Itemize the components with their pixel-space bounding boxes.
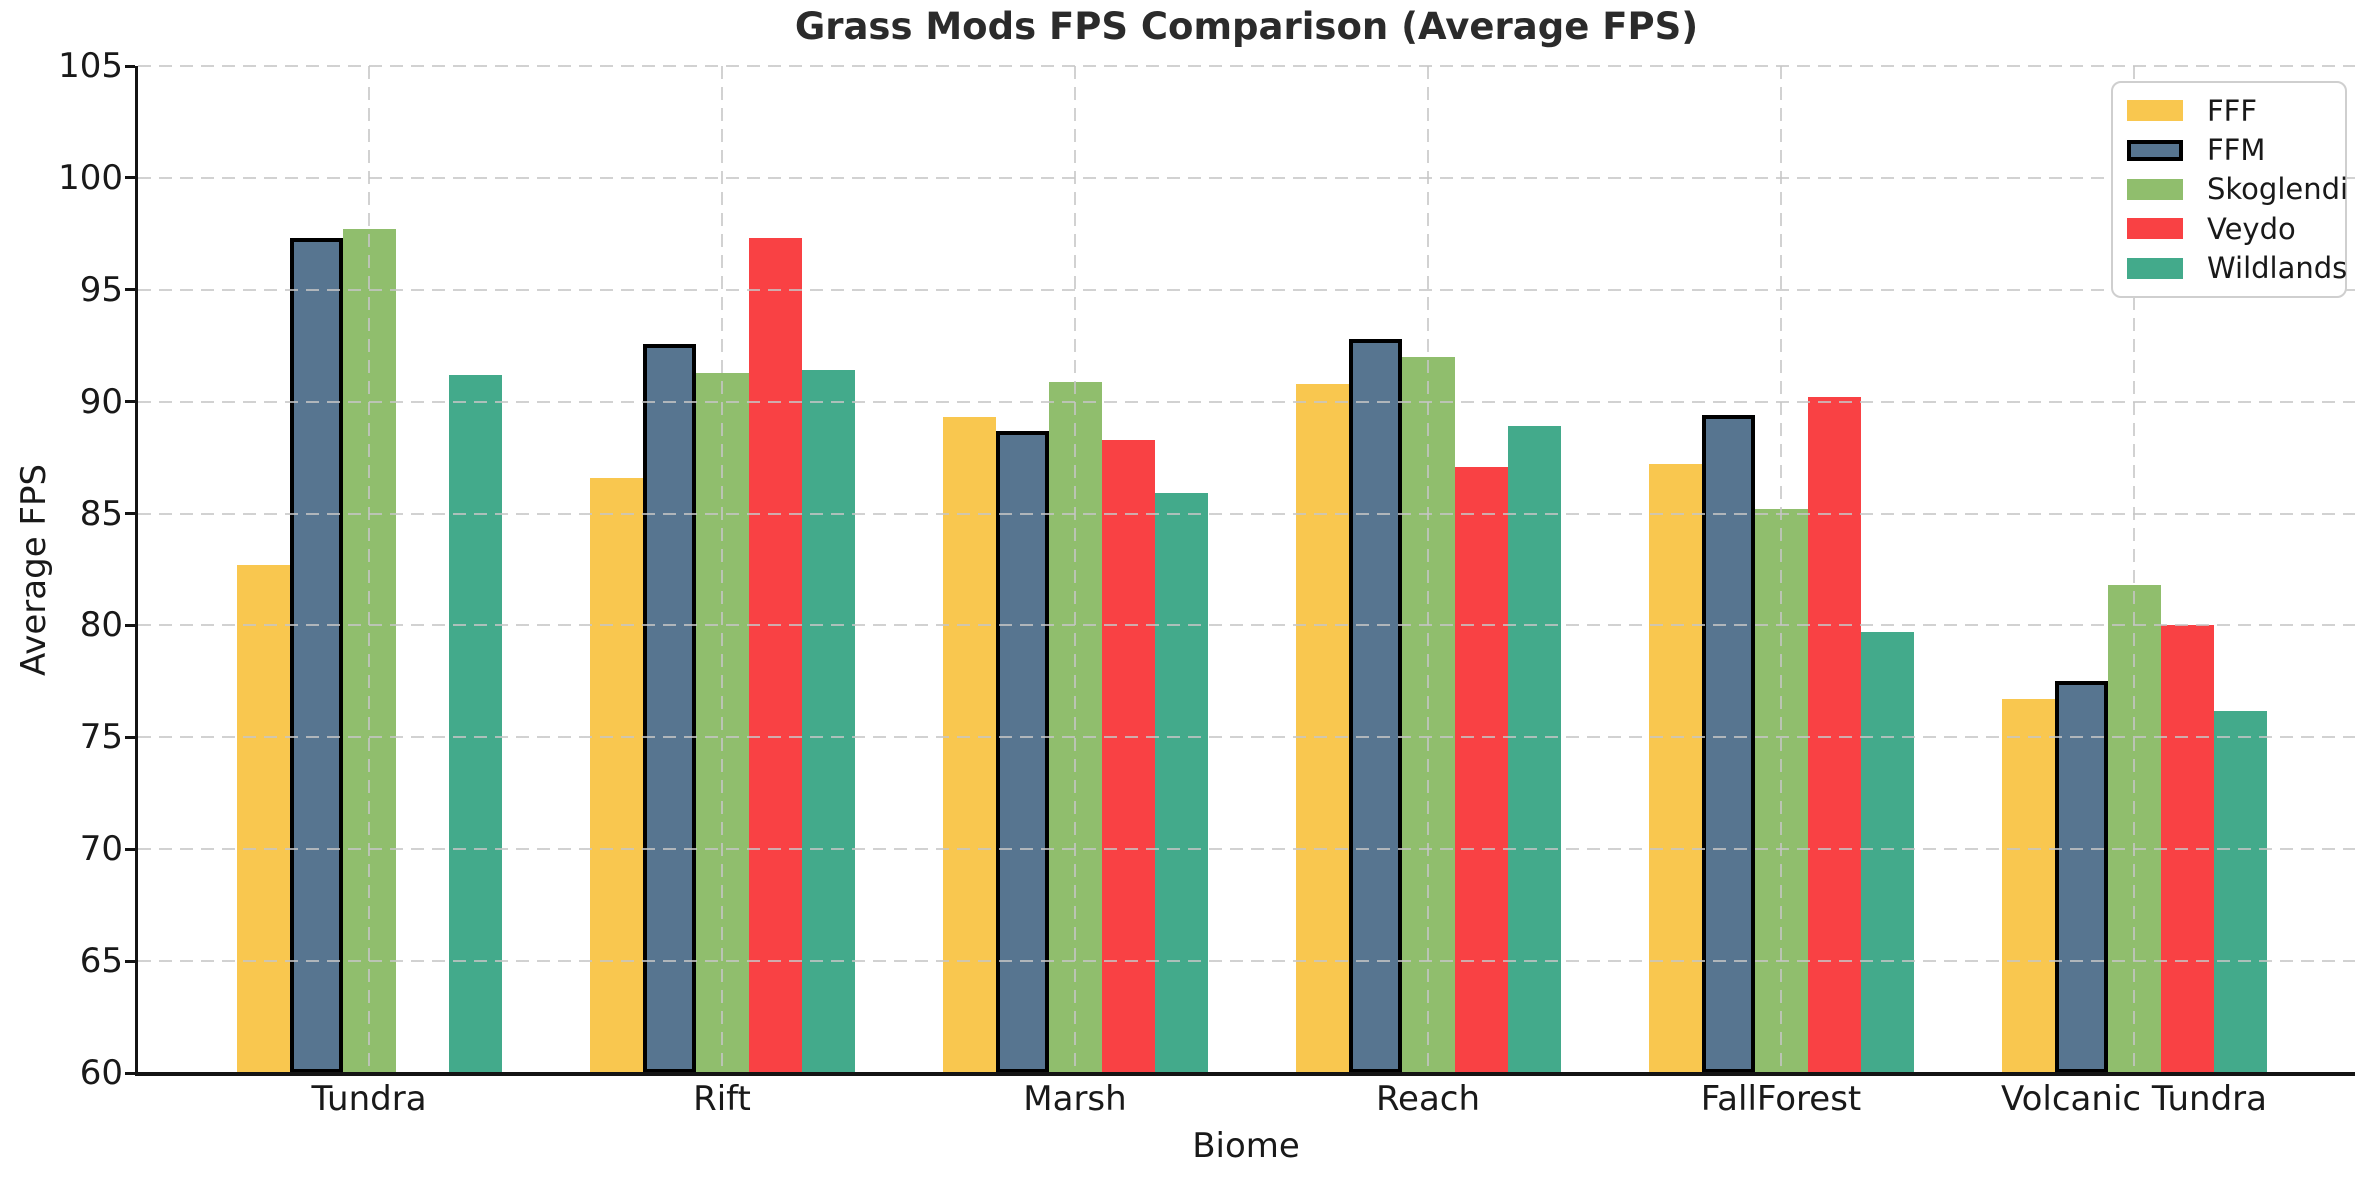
- bar-FallForest-FFM: [1701, 415, 1755, 1073]
- legend-item-Wildlands: Wildlands: [2127, 252, 2347, 284]
- legend-swatch-Skoglendi: [2127, 178, 2183, 200]
- gridline-h-80: [138, 624, 2355, 627]
- gridline-v-Volcanic-Tundra: [2133, 66, 2135, 1073]
- legend-swatch-Wildlands: [2127, 257, 2183, 279]
- legend-item-FFM: FFM: [2127, 134, 2331, 166]
- gridline-h-95: [138, 288, 2355, 291]
- chart-title: Grass Mods FPS Comparison (Average FPS): [794, 5, 1699, 48]
- gridline-h-75: [138, 736, 2355, 739]
- legend-swatch-FFF: [2127, 100, 2183, 122]
- gridline-h-85: [138, 512, 2355, 515]
- bar-Volcanic-Tundra-FFF: [2001, 699, 2055, 1073]
- y-tick-label-85: 85: [79, 493, 123, 534]
- y-tick-mark-70: [125, 847, 135, 851]
- bar-Reach-FFF: [1295, 383, 1349, 1073]
- y-tick-label-90: 90: [79, 381, 123, 422]
- y-axis-title: Average FPS: [14, 463, 54, 676]
- legend-item-Veydo: Veydo: [2127, 213, 2331, 245]
- bar-Tundra-FFF: [236, 565, 290, 1073]
- legend-label-FFM: FFM: [2207, 133, 2266, 168]
- x-tick-label-Rift: Rift: [693, 1079, 751, 1119]
- gridline-h-70: [138, 848, 2355, 851]
- bar-FallForest-Veydo: [1807, 397, 1861, 1073]
- bar-Volcanic-Tundra-FFM: [2054, 681, 2108, 1073]
- y-tick-label-95: 95: [79, 269, 123, 310]
- y-tick-label-65: 65: [79, 941, 123, 982]
- plot-area: FFF FFM Skoglendi Veydo Wildlands: [135, 65, 2355, 1076]
- legend-item-Skoglendi: Skoglendi: [2127, 173, 2348, 205]
- x-axis-spine: [135, 1072, 2355, 1076]
- gridline-v-Marsh: [1074, 66, 1076, 1073]
- bar-Marsh-Veydo: [1101, 439, 1155, 1073]
- y-tick-label-80: 80: [79, 605, 123, 646]
- y-tick-mark-105: [125, 64, 135, 68]
- gridline-v-Reach: [1427, 66, 1429, 1073]
- y-tick-mark-75: [125, 735, 135, 739]
- y-tick-label-100: 100: [58, 157, 123, 198]
- gridline-h-90: [138, 400, 2355, 403]
- gridline-v-Tundra: [368, 66, 370, 1073]
- y-tick-label-75: 75: [79, 717, 123, 758]
- x-tick-label-Tundra: Tundra: [311, 1079, 427, 1119]
- bar-Rift-FFF: [589, 477, 643, 1073]
- legend-swatch-Veydo: [2127, 218, 2183, 240]
- legend-item-FFF: FFF: [2127, 95, 2331, 127]
- y-tick-label-70: 70: [79, 829, 123, 870]
- bar-Rift-Veydo: [748, 238, 802, 1073]
- legend: FFF FFM Skoglendi Veydo Wildlands: [2111, 81, 2348, 298]
- y-tick-label-105: 105: [58, 46, 123, 86]
- y-axis-spine: [135, 66, 138, 1076]
- y-tick-mark-95: [125, 288, 135, 292]
- legend-label-Wildlands: Wildlands: [2207, 251, 2348, 286]
- bar-Reach-Wildlands: [1507, 426, 1561, 1073]
- y-tick-mark-60: [125, 1071, 135, 1075]
- legend-label-Veydo: Veydo: [2207, 211, 2296, 246]
- y-tick-mark-65: [125, 959, 135, 963]
- bar-Tundra-Wildlands: [448, 374, 502, 1073]
- bar-FallForest-Wildlands: [1860, 632, 1914, 1073]
- y-tick-mark-80: [125, 623, 135, 627]
- legend-swatch-FFM: [2127, 139, 2183, 161]
- bar-Rift-Wildlands: [801, 370, 855, 1073]
- gridline-v-FallForest: [1780, 66, 1782, 1073]
- bar-Marsh-FFM: [995, 430, 1049, 1073]
- x-tick-label-FallForest: FallForest: [1700, 1079, 1862, 1119]
- bar-Marsh-FFF: [942, 417, 996, 1073]
- x-tick-label-Marsh: Marsh: [1023, 1079, 1127, 1119]
- x-tick-label-Reach: Reach: [1375, 1079, 1481, 1119]
- bar-Marsh-Wildlands: [1154, 493, 1208, 1073]
- bar-Reach-FFM: [1348, 339, 1402, 1073]
- bar-Volcanic-Tundra-Wildlands: [2213, 710, 2267, 1073]
- bar-Reach-Veydo: [1454, 466, 1508, 1073]
- legend-label-FFF: FFF: [2207, 93, 2258, 128]
- x-axis-title: Biome: [1192, 1126, 1300, 1166]
- y-tick-mark-90: [125, 400, 135, 404]
- gridline-v-Rift: [721, 66, 723, 1073]
- gridline-h-105: [138, 65, 2355, 67]
- bar-FallForest-FFF: [1648, 464, 1702, 1073]
- y-tick-mark-100: [125, 176, 135, 180]
- x-tick-label-Volcanic-Tundra: Volcanic Tundra: [2001, 1079, 2267, 1119]
- gridline-h-65: [138, 960, 2355, 963]
- bar-Tundra-FFM: [289, 238, 343, 1073]
- bar-Rift-FFM: [642, 343, 696, 1073]
- y-tick-label-60: 60: [79, 1053, 123, 1093]
- gridline-h-100: [138, 176, 2355, 179]
- y-tick-mark-85: [125, 512, 135, 516]
- legend-label-Skoglendi: Skoglendi: [2207, 172, 2349, 207]
